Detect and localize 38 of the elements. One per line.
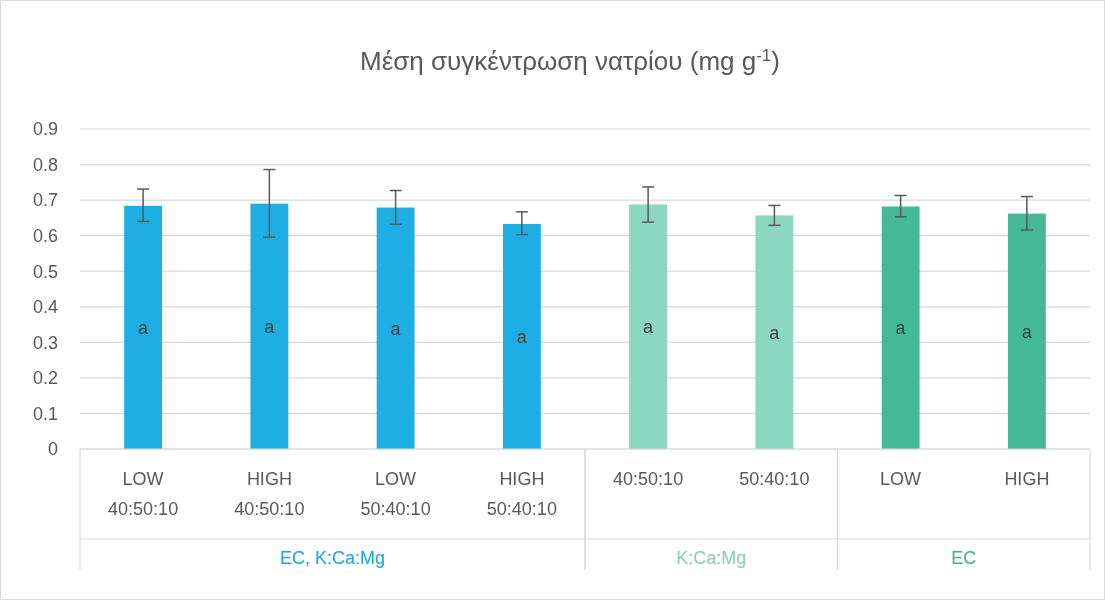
y-tick-label: 0.2 bbox=[32, 368, 58, 389]
y-tick-label: 0.4 bbox=[32, 297, 58, 318]
y-tick-label: 0.1 bbox=[32, 403, 58, 424]
annotation: a bbox=[1021, 321, 1033, 342]
y-tick-label: 0.3 bbox=[32, 332, 58, 353]
x-tick-label: LOW 50:40:10 bbox=[360, 469, 431, 519]
y-tick-label: 0 bbox=[47, 439, 58, 460]
bar bbox=[502, 223, 541, 449]
x-tick-label: 50:40:10 bbox=[739, 469, 810, 489]
x-tick-label: LOW 40:50:10 bbox=[108, 469, 179, 519]
x-tick-label: HIGH 40:50:10 bbox=[234, 469, 305, 519]
annotation: a bbox=[516, 326, 528, 347]
y-tick-label: 0.6 bbox=[32, 225, 58, 246]
bar bbox=[124, 205, 163, 449]
bar bbox=[629, 204, 668, 449]
chart-title: Μέση συγκέντρωση νατρίου (mg g$^{-1}$) bbox=[360, 45, 780, 76]
text: EC, K:Ca:Mg bbox=[279, 548, 386, 568]
x-tick-label: 40:50:10 bbox=[613, 469, 684, 489]
bar bbox=[376, 207, 415, 449]
bar bbox=[250, 203, 289, 449]
y-tick-label: 0.5 bbox=[32, 261, 58, 282]
annotation: a bbox=[138, 317, 150, 338]
y-tick-label: 0.9 bbox=[32, 119, 58, 140]
y-tick-label: 0.7 bbox=[32, 190, 58, 211]
x-tick-label: HIGH 50:40:10 bbox=[486, 469, 557, 519]
x-tick-label: HIGH bbox=[1004, 469, 1050, 489]
annotation: a bbox=[264, 316, 276, 337]
annotation: a bbox=[895, 318, 907, 339]
text: EC bbox=[951, 548, 977, 568]
x-tick-label: LOW bbox=[880, 469, 922, 489]
annotation: a bbox=[769, 322, 781, 343]
bar bbox=[881, 206, 920, 449]
bar bbox=[755, 215, 794, 449]
y-tick-label: 0.8 bbox=[32, 154, 58, 175]
annotation: a bbox=[390, 318, 402, 339]
bar bbox=[1007, 213, 1046, 449]
text: K:Ca:Mg bbox=[676, 548, 747, 568]
annotation: a bbox=[643, 316, 655, 337]
